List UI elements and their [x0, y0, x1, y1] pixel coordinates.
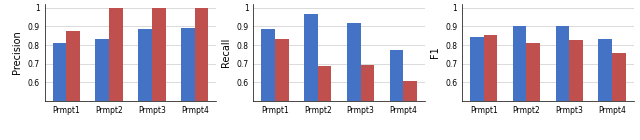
Bar: [181, 28, 195, 140]
Bar: [318, 66, 332, 140]
Bar: [360, 65, 374, 140]
Bar: [95, 38, 109, 140]
Bar: [67, 31, 80, 140]
Bar: [513, 26, 527, 140]
Bar: [304, 14, 318, 140]
Y-axis label: Precision: Precision: [12, 31, 22, 74]
Bar: [275, 38, 289, 140]
Bar: [347, 23, 360, 140]
Bar: [195, 8, 209, 140]
Bar: [261, 29, 275, 140]
Bar: [556, 26, 570, 140]
Bar: [390, 50, 403, 140]
Y-axis label: F1: F1: [429, 47, 440, 58]
Bar: [527, 43, 540, 140]
Bar: [484, 35, 497, 140]
Bar: [109, 8, 123, 140]
Y-axis label: Recall: Recall: [221, 38, 231, 67]
Bar: [138, 29, 152, 140]
Bar: [52, 43, 67, 140]
Bar: [403, 81, 417, 140]
Bar: [470, 37, 484, 140]
Bar: [598, 38, 612, 140]
Bar: [570, 40, 583, 140]
Bar: [152, 8, 166, 140]
Bar: [612, 53, 626, 140]
